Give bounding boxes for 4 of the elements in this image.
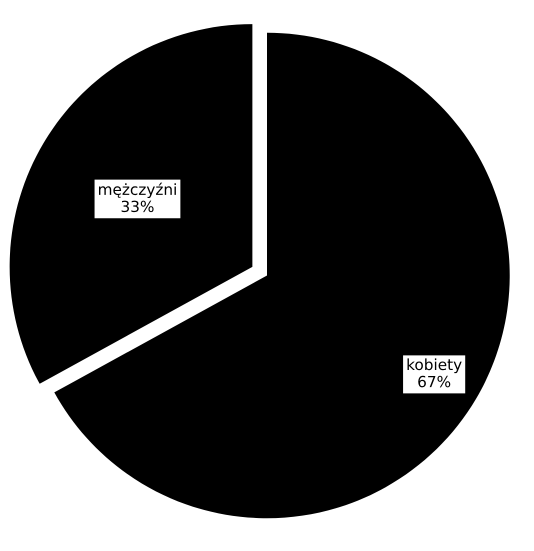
slice-label: kobiety — [408, 358, 462, 374]
data-label: 33% — [122, 200, 154, 212]
data-label: 67% — [418, 376, 450, 388]
slice-label: mężczyźni — [99, 182, 176, 198]
